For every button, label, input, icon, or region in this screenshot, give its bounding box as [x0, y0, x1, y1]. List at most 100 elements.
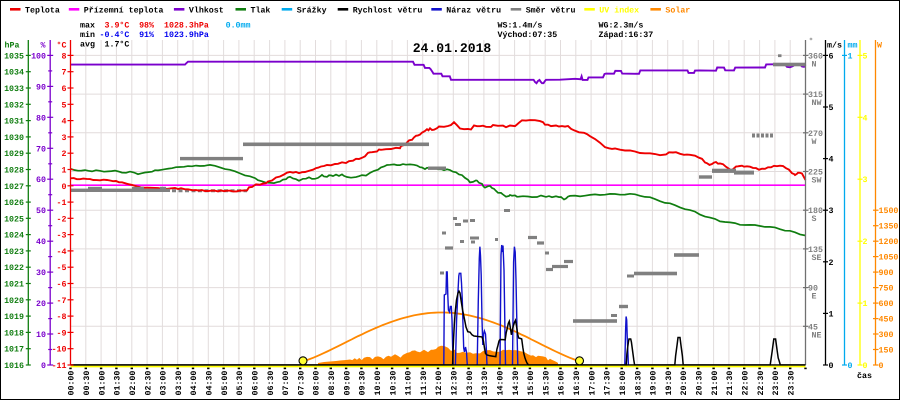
- svg-text:150: 150: [879, 347, 894, 356]
- svg-text:01:30: 01:30: [114, 371, 123, 396]
- svg-text:30: 30: [36, 269, 46, 278]
- svg-text:98%: 98%: [139, 21, 154, 30]
- svg-text:10:00: 10:00: [374, 371, 383, 396]
- svg-text:19:00: 19:00: [650, 371, 659, 396]
- svg-text:-7: -7: [57, 297, 67, 306]
- svg-text:-0.4°C: -0.4°C: [100, 31, 130, 40]
- svg-text:22:00: 22:00: [742, 371, 751, 396]
- svg-text:-5: -5: [57, 264, 67, 273]
- svg-text:11:00: 11:00: [405, 371, 414, 396]
- svg-text:90: 90: [808, 285, 818, 294]
- svg-text:1028: 1028: [4, 167, 24, 176]
- svg-text:Vlhkost: Vlhkost: [189, 5, 224, 15]
- svg-text:07:30: 07:30: [297, 371, 306, 396]
- svg-text:3: 3: [829, 207, 834, 216]
- svg-text:Rychlost větru: Rychlost větru: [353, 5, 423, 15]
- svg-text:22:30: 22:30: [757, 371, 766, 396]
- svg-text:08:30: 08:30: [328, 371, 337, 396]
- svg-text:00:30: 00:30: [83, 371, 92, 396]
- svg-text:5: 5: [863, 52, 868, 61]
- svg-text:1.7°C: 1.7°C: [104, 41, 129, 50]
- svg-text:0: 0: [41, 362, 46, 371]
- svg-text:1033: 1033: [4, 85, 24, 94]
- svg-text:03:30: 03:30: [175, 371, 184, 396]
- svg-text:23:00: 23:00: [772, 371, 781, 396]
- svg-text:06:00: 06:00: [251, 371, 260, 396]
- svg-text:1350: 1350: [879, 223, 899, 232]
- svg-text:13:00: 13:00: [466, 371, 475, 396]
- svg-text:00:00: 00:00: [68, 371, 77, 396]
- svg-text:18:30: 18:30: [634, 371, 643, 396]
- svg-text:1017: 1017: [4, 346, 24, 355]
- svg-text:14:00: 14:00: [496, 371, 505, 396]
- svg-text:UV index: UV index: [599, 5, 639, 15]
- svg-text:1034: 1034: [4, 69, 24, 78]
- svg-text:5: 5: [62, 101, 67, 110]
- svg-text:40: 40: [36, 238, 46, 247]
- svg-text:1022: 1022: [4, 264, 24, 273]
- svg-text:0.0mm: 0.0mm: [226, 21, 251, 30]
- svg-text:60: 60: [36, 176, 46, 185]
- svg-text:WS:1.4m/s: WS:1.4m/s: [498, 20, 543, 30]
- svg-text:360: 360: [808, 52, 823, 61]
- svg-text:24.01.2018: 24.01.2018: [413, 41, 492, 56]
- svg-text:06:30: 06:30: [267, 371, 276, 396]
- svg-text:mm: mm: [848, 42, 858, 51]
- svg-text:-11: -11: [52, 362, 67, 371]
- svg-text:225: 225: [808, 169, 823, 178]
- svg-text:0: 0: [829, 362, 834, 371]
- svg-text:02:00: 02:00: [129, 371, 138, 396]
- svg-text:Náraz větru: Náraz větru: [446, 6, 501, 15]
- svg-text:14:30: 14:30: [512, 371, 521, 396]
- svg-text:1: 1: [863, 300, 868, 309]
- svg-text:03:00: 03:00: [160, 371, 169, 396]
- svg-text:1027: 1027: [4, 183, 24, 192]
- svg-text:4: 4: [863, 114, 868, 123]
- svg-text:1029: 1029: [4, 150, 24, 159]
- svg-text:450: 450: [879, 316, 894, 325]
- svg-text:SE: SE: [812, 254, 822, 263]
- svg-text:70: 70: [36, 145, 46, 154]
- svg-text:01:00: 01:00: [98, 371, 107, 396]
- svg-text:11:30: 11:30: [420, 371, 429, 396]
- svg-text:hPa: hPa: [5, 41, 20, 51]
- svg-text:1023.9hPa: 1023.9hPa: [164, 30, 209, 40]
- svg-text:WG:2.3m/s: WG:2.3m/s: [599, 20, 644, 30]
- svg-text:15:00: 15:00: [527, 371, 536, 396]
- svg-text:09:30: 09:30: [359, 371, 368, 396]
- svg-text:Srážky: Srážky: [297, 5, 327, 15]
- svg-text:04:00: 04:00: [190, 371, 199, 396]
- svg-text:1024: 1024: [4, 232, 24, 241]
- svg-text:23:30: 23:30: [787, 371, 796, 396]
- svg-text:Západ:16:37: Západ:16:37: [599, 30, 654, 40]
- svg-text:1018: 1018: [4, 329, 24, 338]
- svg-text:SW: SW: [812, 177, 822, 186]
- svg-text:°: °: [809, 38, 814, 47]
- svg-text:1: 1: [62, 167, 67, 176]
- svg-text:1200: 1200: [879, 238, 899, 247]
- svg-text:0: 0: [848, 362, 853, 371]
- svg-text:6: 6: [829, 52, 834, 61]
- svg-text:-8: -8: [57, 313, 67, 322]
- svg-text:3: 3: [62, 134, 67, 143]
- svg-text:15:30: 15:30: [542, 371, 551, 396]
- svg-text:08:00: 08:00: [313, 371, 322, 396]
- svg-text:20: 20: [36, 300, 46, 309]
- svg-text:2: 2: [829, 259, 834, 268]
- svg-text:750: 750: [879, 285, 894, 294]
- svg-text:1: 1: [848, 52, 853, 61]
- svg-text:NE: NE: [812, 331, 822, 340]
- svg-text:7: 7: [62, 69, 67, 78]
- svg-text:-10: -10: [52, 346, 67, 355]
- svg-text:S: S: [812, 215, 817, 224]
- svg-text:Solar: Solar: [665, 5, 690, 15]
- svg-text:17:00: 17:00: [588, 371, 597, 396]
- svg-text:1050: 1050: [879, 254, 899, 263]
- svg-text:W: W: [877, 42, 882, 51]
- svg-text:4: 4: [829, 156, 834, 165]
- svg-text:1: 1: [829, 310, 834, 319]
- svg-text:1026: 1026: [4, 199, 24, 208]
- svg-text:1021: 1021: [4, 281, 24, 290]
- svg-text:1035: 1035: [4, 52, 24, 61]
- svg-text:5: 5: [829, 104, 834, 113]
